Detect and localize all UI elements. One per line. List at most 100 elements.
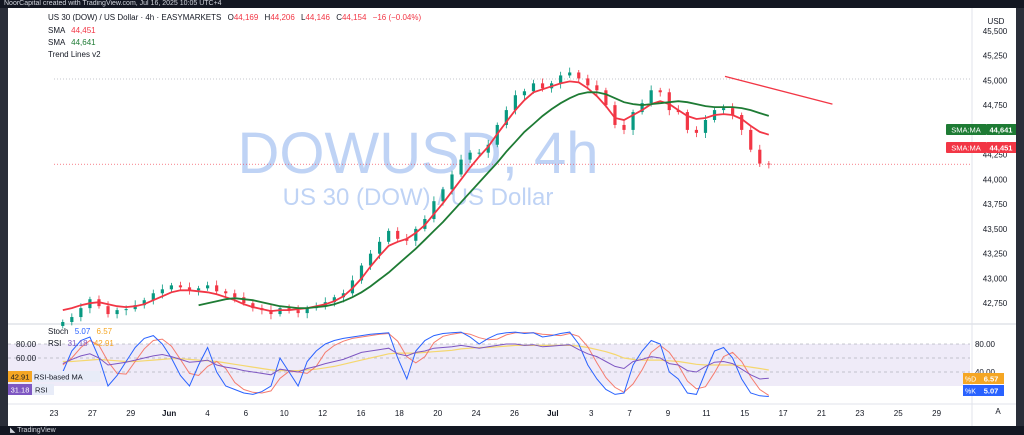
candle-body: [767, 163, 771, 165]
sma-red-badge-label: SMA:MA: [951, 144, 981, 153]
symbol-legend[interactable]: US 30 (DOW) / US Dollar · 4h · EASYMARKE…: [48, 13, 421, 22]
candle-body: [215, 285, 219, 292]
candle: [522, 88, 527, 101]
candle-body: [486, 144, 490, 153]
candle-body: [441, 189, 445, 202]
candle: [613, 101, 617, 129]
candle: [559, 71, 563, 89]
grid-layer: [8, 8, 1016, 426]
candle: [577, 69, 581, 82]
x-tick-label: 27: [88, 409, 97, 418]
candle-body: [604, 90, 608, 106]
chart-canvas[interactable]: DOWUSD, 4h US 30 (DOW) / US Dollar 80.00…: [8, 8, 1016, 426]
y-tick-label: 43,500: [983, 225, 1008, 234]
candle: [694, 126, 699, 138]
rsi-badge-value: 31.18: [11, 386, 30, 395]
x-tick-label: 20: [433, 409, 442, 418]
osc-level-label: 60.00: [16, 354, 37, 363]
rsi-ma-badge-value: 42.91: [11, 373, 30, 382]
candle: [749, 126, 753, 153]
candle-body: [740, 115, 744, 130]
sma-red-legend-value: 44,451: [71, 26, 96, 35]
candle-body: [332, 297, 336, 303]
candle-body: [694, 129, 699, 133]
sma-red-badge: SMA:MA 44,451: [946, 142, 1016, 153]
candle: [767, 161, 771, 169]
candle-body: [151, 293, 155, 301]
candle-body: [133, 305, 137, 310]
y-tick-label: 42,750: [983, 299, 1008, 308]
y-tick-label: 43,750: [983, 200, 1008, 209]
rsi-band: [8, 344, 970, 386]
x-tick-label: 16: [357, 409, 366, 418]
candle: [151, 289, 155, 305]
candle: [278, 305, 282, 317]
candle: [703, 115, 708, 139]
stoch-legend[interactable]: Stoch 5.07 6.57: [48, 327, 112, 336]
candle: [586, 74, 590, 90]
candle: [622, 120, 626, 135]
candle: [658, 87, 662, 97]
y-tick-label: 44,000: [983, 175, 1008, 184]
candle-body: [568, 72, 572, 76]
rsi-ma-badge: 42.91 RSI-based MA: [8, 371, 100, 382]
stoch-legend-d: 6.57: [96, 327, 113, 336]
candle: [414, 226, 418, 246]
ohlc-change: −16 (−0.04%): [372, 13, 422, 22]
candle: [169, 282, 173, 292]
candle-body: [703, 119, 708, 133]
candle-body: [658, 90, 662, 93]
candle: [287, 304, 291, 314]
candle-body: [468, 152, 472, 160]
candle: [640, 99, 644, 115]
rsi-legend-label: RSI: [48, 339, 62, 348]
y-tick-label: 44,750: [983, 101, 1008, 110]
candle-body: [70, 317, 74, 322]
x-tick-label: 29: [932, 409, 941, 418]
sma-red-legend[interactable]: SMA 44,451: [48, 26, 96, 35]
stoch-k-badge: %K 5.07: [963, 385, 1004, 396]
candle: [142, 297, 146, 309]
axis-corner-button[interactable]: A: [995, 407, 1001, 416]
footer-brand: ◣ TradingView: [0, 426, 1024, 435]
candle-body: [115, 310, 119, 315]
rsi-badge: 31.18 RSI: [8, 384, 54, 395]
chart-frame[interactable]: DOWUSD, 4h US 30 (DOW) / US Dollar 80.00…: [8, 8, 1016, 426]
candle: [486, 139, 490, 158]
y-tick-label: 43,250: [983, 250, 1008, 259]
candle-body: [586, 78, 590, 86]
candle: [350, 275, 355, 296]
footer-brand-text: TradingView: [17, 427, 56, 434]
y-tick-label: 44,250: [983, 151, 1008, 160]
oscillator-layer: 80.00 60.00 80.00 40.00: [8, 331, 996, 397]
candle-body: [169, 285, 173, 290]
candle-body: [106, 306, 110, 315]
candle: [206, 281, 210, 291]
candle: [187, 282, 192, 295]
rsi-legend[interactable]: RSI 31.18 42.91: [48, 339, 114, 348]
watermark-main: DOWUSD, 4h: [238, 121, 599, 186]
stoch-legend-label: Stoch: [48, 327, 69, 336]
candle-body: [359, 265, 364, 281]
x-tick-label: 6: [244, 409, 249, 418]
candle: [459, 154, 463, 177]
candle-body: [432, 201, 436, 220]
stoch-k-badge-label: %K: [965, 389, 976, 396]
candle: [740, 112, 744, 136]
sma-green-legend[interactable]: SMA 44,641: [48, 38, 96, 47]
x-tick-label: 24: [472, 409, 481, 418]
sma-green-badge-value: 44,641: [990, 126, 1013, 135]
candle-body: [305, 308, 309, 314]
candle-body: [577, 72, 581, 79]
symbol-title[interactable]: US 30 (DOW) / US Dollar · 4h · EASYMARKE…: [48, 13, 222, 22]
candle-body: [522, 91, 527, 96]
candle-body: [685, 112, 689, 130]
trend-lines-legend[interactable]: Trend Lines v2: [48, 50, 101, 59]
x-tick-label: 21: [817, 409, 826, 418]
stoch-d-badge-value: 6.57: [984, 375, 999, 384]
x-tick-label: 15: [740, 409, 749, 418]
x-tick-label: Jun: [162, 409, 176, 418]
candle-body: [513, 95, 517, 111]
candle-body: [287, 308, 291, 311]
candle-body: [450, 174, 454, 190]
